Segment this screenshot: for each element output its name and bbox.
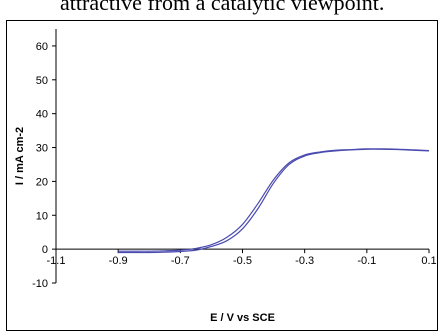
y-tick-label: 0 — [42, 244, 48, 256]
caption-snippet: attractive from a catalytic viewpoint. — [60, 0, 385, 15]
x-tick-label: -0.7 — [171, 255, 190, 267]
series-line-1 — [118, 148, 430, 254]
chart: -10 0 10 20 30 40 50 60 -1.1 -0.9 -0.7 -0.5 -0.3 -0.1… — [14, 29, 437, 324]
y-tick-label: 60 — [36, 41, 48, 53]
y-tick-label: 50 — [36, 75, 48, 87]
y-tick-label: 10 — [36, 210, 48, 222]
y-tick-label: -10 — [32, 278, 48, 290]
x-axis-title: E / V vs SCE — [210, 312, 275, 324]
y-tick-label: 30 — [36, 143, 48, 155]
y-tick-label: 20 — [36, 176, 48, 188]
x-tick-label: -1.1 — [47, 255, 66, 267]
chart-frame: -10 0 10 20 30 40 50 60 -1.1 -0.9 -0.7 -0.5 -0.3 -0.1… — [6, 20, 438, 331]
x-tick-label: -0.9 — [109, 255, 128, 267]
x-tick-label: -0.5 — [233, 255, 252, 267]
series-line-2 — [118, 148, 430, 252]
y-tick-label: 40 — [36, 109, 48, 121]
x-tick-label: -0.1 — [357, 255, 376, 267]
x-tick-label: 0.1 — [421, 255, 436, 267]
y-axis-title: I / mA cm-2 — [14, 127, 26, 185]
x-tick-label: -0.3 — [295, 255, 314, 267]
